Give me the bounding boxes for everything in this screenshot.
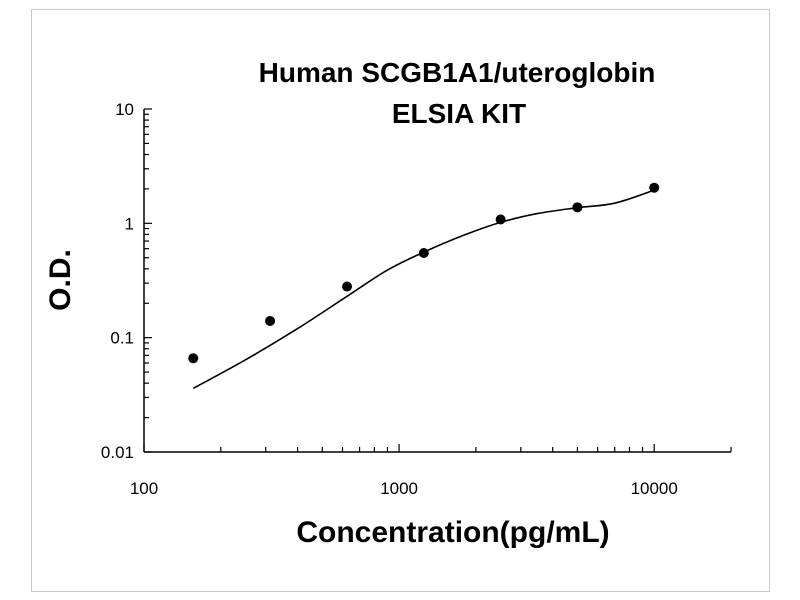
fit-curve-group <box>192 189 655 390</box>
chart-title-line-1: Human SCGB1A1/uteroglobin <box>259 57 656 88</box>
axes <box>143 108 732 453</box>
y-axis-title: O.D. <box>44 249 77 311</box>
x-tick-label: 100 <box>130 479 158 498</box>
chart-frame <box>31 9 770 592</box>
data-point <box>572 202 583 213</box>
y-tick-label: 0.01 <box>101 443 134 462</box>
x-axis-title: Concentration(pg/mL) <box>296 516 609 549</box>
x-tick-label: 1000 <box>380 479 418 498</box>
data-point <box>342 281 353 292</box>
y-tick-label: 10 <box>115 100 134 119</box>
data-point <box>495 214 506 225</box>
data-points <box>188 182 660 364</box>
x-tick-label: 10000 <box>631 479 678 498</box>
fit-curve <box>192 189 655 390</box>
chart-title-line-2: ELSIA KIT <box>392 98 526 129</box>
y-tick-label: 1 <box>125 214 134 233</box>
data-point <box>188 353 199 364</box>
data-point <box>649 182 660 193</box>
tick-labels: 0.01 0.1 1 10 100 1000 10000 <box>101 100 678 498</box>
y-tick-label: 0.1 <box>110 329 134 348</box>
data-point <box>265 315 276 326</box>
data-point <box>418 248 429 259</box>
